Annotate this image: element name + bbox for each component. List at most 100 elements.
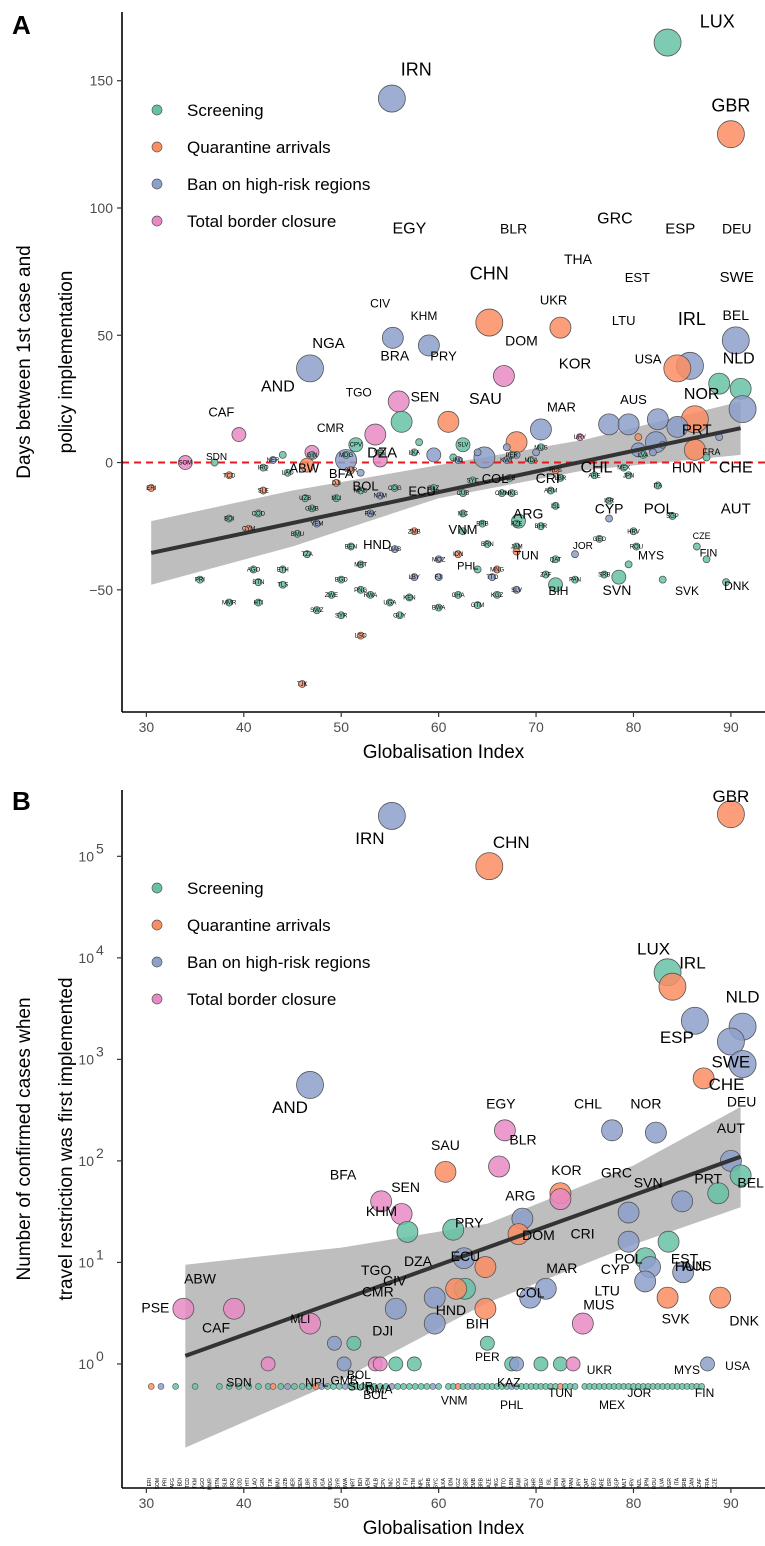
data-point — [254, 578, 263, 587]
point-label: BMU — [291, 532, 304, 538]
data-point — [395, 611, 404, 620]
point-label: CPV — [350, 443, 362, 449]
data-point — [356, 560, 365, 569]
data-point — [308, 451, 316, 459]
point-label: CHL — [574, 1095, 602, 1111]
point-label: GAB — [388, 547, 401, 553]
point-label: MAR — [547, 400, 576, 415]
data-point — [396, 1220, 419, 1243]
rotated-point-label: SRB — [682, 1477, 688, 1488]
point-label: IRL — [679, 954, 705, 973]
point-label: SYR — [335, 613, 348, 619]
data-point — [312, 606, 321, 615]
data-point — [299, 457, 315, 473]
point-label: BLZ — [428, 486, 439, 492]
data-point — [455, 437, 471, 453]
rotated-point-label: LKA — [441, 1477, 447, 1487]
data-point — [254, 598, 263, 607]
data-point — [624, 471, 633, 480]
legend-swatch — [151, 215, 163, 227]
data-point — [658, 972, 687, 1001]
rotated-point-label: LBR — [305, 1478, 311, 1488]
point-label: MEX — [617, 466, 630, 472]
rotated-point-label: BGR — [667, 1478, 673, 1489]
point-label: JPN — [623, 473, 634, 479]
legend-label: Quarantine arrivals — [187, 138, 331, 157]
rotated-point-label: QAT — [584, 1478, 590, 1488]
point-label: DJI — [372, 1323, 393, 1339]
point-label: BFA — [330, 1166, 357, 1182]
y-axis-title: Number of confirmed cases when — [14, 997, 35, 1280]
rotated-point-label: TWN — [554, 1478, 560, 1490]
point-label: AUS — [683, 1257, 712, 1273]
point-label: SUR — [348, 1379, 374, 1393]
point-label: PRI — [195, 578, 205, 584]
data-point — [644, 1121, 667, 1144]
point-label: DNK — [729, 1313, 759, 1329]
data-point — [551, 555, 560, 564]
data-point — [291, 1383, 298, 1390]
x-tick-label: 40 — [236, 719, 252, 735]
point-label: SEN — [411, 388, 440, 404]
rotated-point-label: BDI — [358, 1478, 364, 1486]
point-label: MAC — [354, 489, 368, 495]
point-label: GRC — [601, 1164, 632, 1180]
point-label: AND — [272, 1098, 308, 1117]
rotated-point-label: SYR — [336, 1478, 342, 1489]
y-tick-label: 10 — [78, 1356, 94, 1372]
rotated-point-label: BHR — [531, 1478, 537, 1489]
data-point — [259, 463, 268, 472]
data-point — [259, 486, 268, 495]
data-point — [575, 433, 584, 441]
point-label: KOR — [551, 1162, 581, 1178]
y-tick-exponent: 3 — [96, 1043, 104, 1059]
point-label: PRY — [455, 1215, 484, 1231]
confidence-band — [185, 1106, 741, 1448]
point-label: LSO — [355, 634, 367, 640]
y-axis-title: policy implementation — [56, 271, 77, 454]
y-axis-title: Days between 1st case and — [14, 245, 35, 478]
data-point — [556, 473, 565, 482]
point-label: IRL — [678, 309, 706, 329]
x-tick-label: 40 — [236, 1495, 252, 1511]
data-point — [434, 573, 443, 581]
y-tick-label: −50 — [89, 582, 113, 598]
point-label: GBR — [711, 95, 750, 115]
x-tick-label: 90 — [723, 719, 739, 735]
point-label: CHE — [719, 460, 753, 477]
y-axis-title: travel restriction was first implemented — [56, 977, 77, 1300]
data-point — [653, 481, 662, 490]
data-point — [191, 1383, 199, 1390]
point-label: NLD — [723, 350, 755, 367]
rotated-point-label: VEN — [366, 1478, 372, 1489]
data-point — [454, 550, 463, 559]
point-label: ARG — [513, 506, 543, 522]
point-label: HND — [436, 1302, 466, 1318]
x-tick-label: 30 — [139, 1495, 155, 1511]
data-point — [474, 1256, 497, 1278]
point-label: SEN — [391, 1179, 420, 1195]
data-point — [348, 437, 364, 453]
point-label: IRQ — [258, 466, 269, 472]
confidence-band — [151, 401, 741, 585]
point-label: DNK — [724, 579, 749, 593]
data-point — [376, 491, 385, 500]
point-label: COG — [388, 486, 402, 492]
data-point — [709, 1286, 732, 1309]
data-point — [301, 494, 310, 503]
point-label: DMA — [366, 1383, 393, 1397]
rotated-point-label: ERI — [147, 1478, 153, 1486]
data-point — [269, 1383, 277, 1390]
data-point — [417, 334, 440, 357]
point-label: CIV — [370, 296, 390, 310]
point-label: BLR — [509, 1132, 536, 1148]
point-label: SAU — [431, 1137, 460, 1153]
rotated-point-label: URY — [577, 1477, 583, 1488]
data-point — [624, 560, 633, 569]
point-label: SLE — [258, 489, 269, 495]
data-point — [377, 84, 406, 113]
data-point — [231, 427, 247, 442]
rotated-point-label: FRA — [705, 1477, 711, 1488]
data-point — [410, 527, 419, 536]
data-point — [293, 529, 302, 538]
